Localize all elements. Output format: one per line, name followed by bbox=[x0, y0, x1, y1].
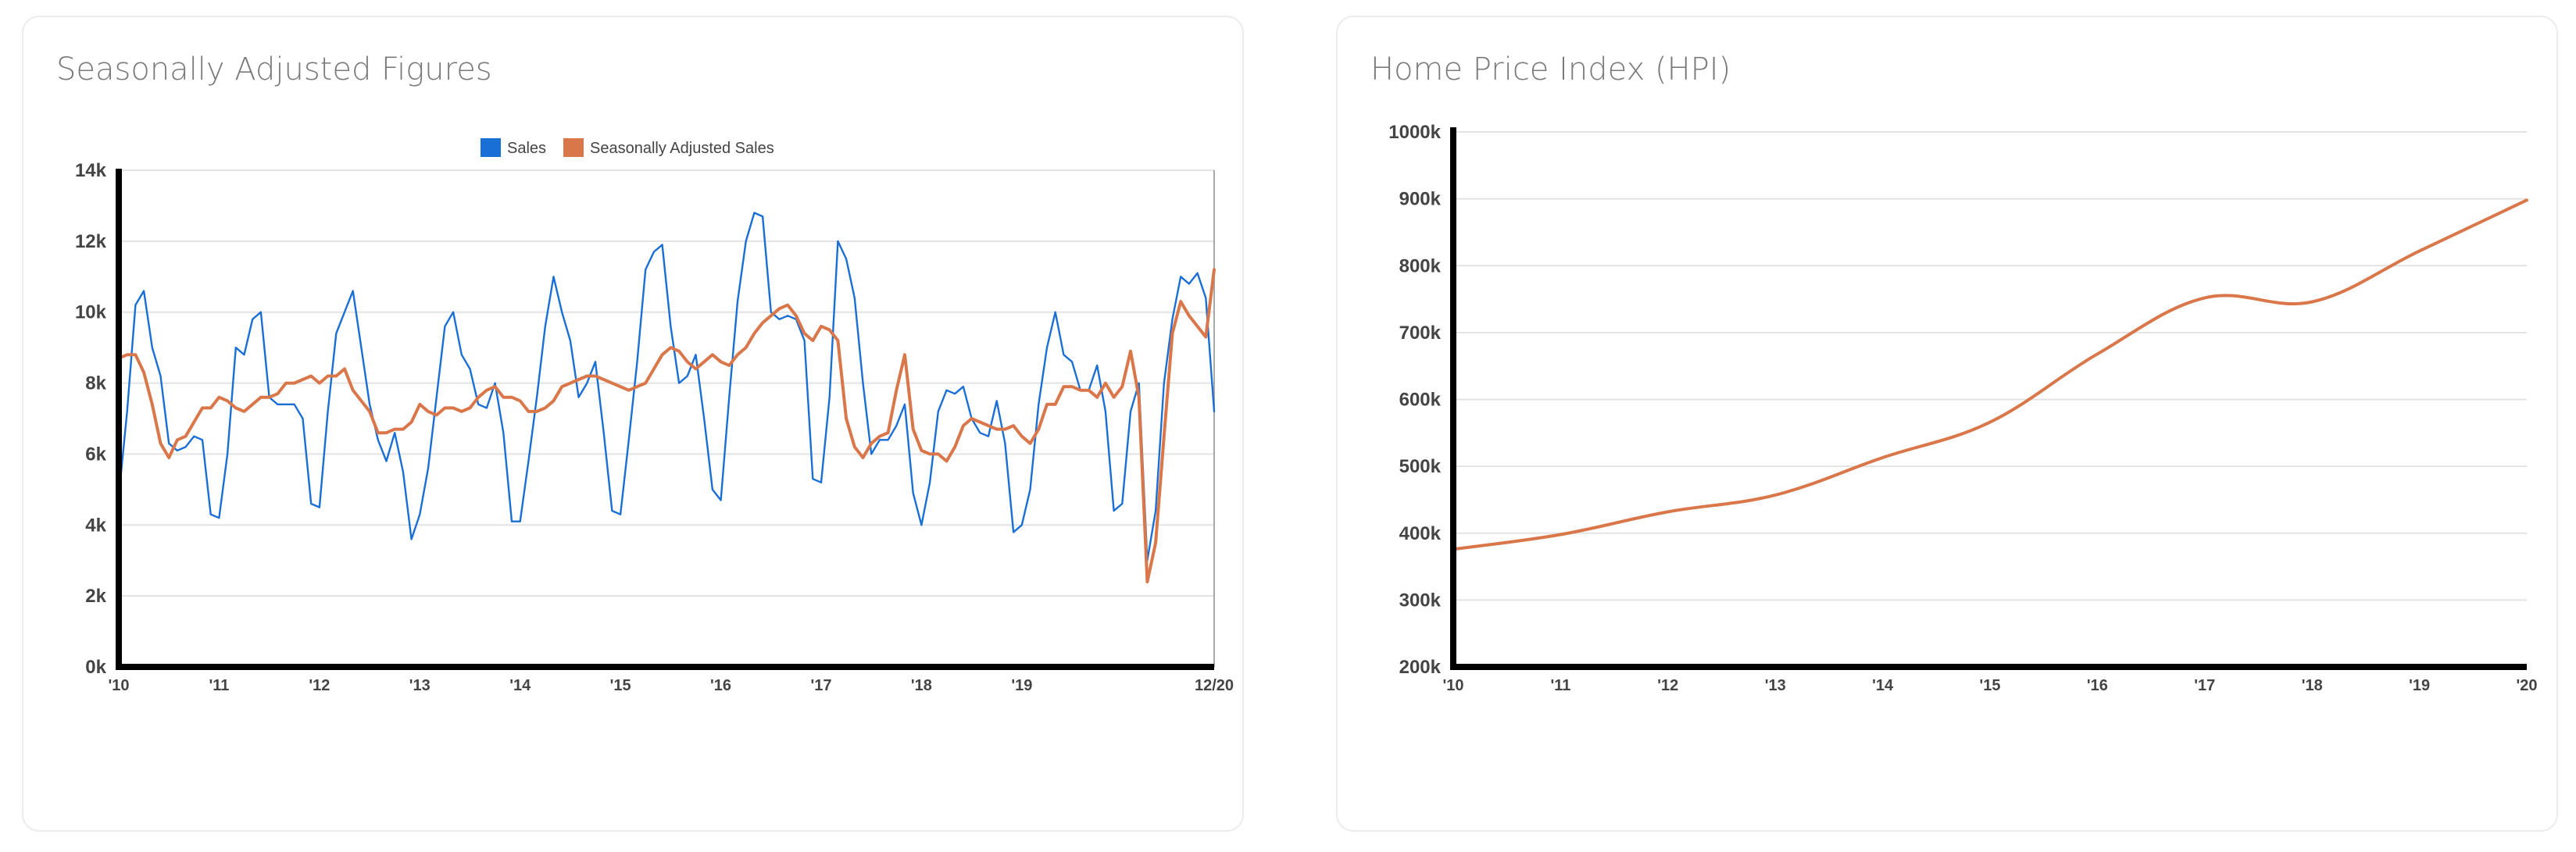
hpi-y-tick-label: 500k bbox=[1399, 456, 1442, 477]
sales-y-tick-label: 8k bbox=[85, 373, 106, 394]
hpi-y-tick-label: 700k bbox=[1399, 323, 1442, 344]
hpi-x-tick-label: '11 bbox=[1550, 677, 1570, 694]
hpi-y-tick-label: 600k bbox=[1399, 390, 1442, 411]
hpi-x-tick-label: '20 bbox=[2516, 677, 2537, 694]
hpi-x-axis: '10 '11 '12 '13 '14 '15 '16 '17 '18 '19 '20 bbox=[1442, 677, 2537, 694]
seasonally-adjusted-sales-series-line[interactable] bbox=[117, 268, 1216, 583]
sales-x-tick-label: '14 bbox=[509, 677, 531, 694]
legend-label-sales: Sales bbox=[507, 140, 546, 157]
sales-x-tick-label: 12/20 bbox=[1195, 677, 1234, 694]
hpi-chart-title: Home Price Index (HPI) bbox=[1370, 52, 1731, 87]
hpi-x-tick-label: '14 bbox=[1872, 677, 1894, 694]
sales-y-tick-label: 0k bbox=[85, 657, 106, 678]
hpi-y-tick-label: 900k bbox=[1399, 189, 1442, 210]
hpi-x-tick-label: '13 bbox=[1765, 677, 1786, 694]
sales-legend[interactable]: Sales Seasonally Adjusted Sales bbox=[481, 138, 774, 157]
sales-x-tick-label: '18 bbox=[911, 677, 932, 694]
hpi-y-tick-label: 300k bbox=[1399, 590, 1442, 611]
sales-x-tick-label: '13 bbox=[409, 677, 431, 694]
sales-x-tick-label: '17 bbox=[810, 677, 831, 694]
sales-y-tick-label: 12k bbox=[75, 231, 107, 252]
sales-series-line[interactable] bbox=[117, 212, 1216, 561]
hpi-x-tick-label: '17 bbox=[2194, 677, 2215, 694]
sales-chart-title: Seasonally Adjusted Figures bbox=[56, 52, 492, 87]
sales-y-tick-label: 4k bbox=[85, 515, 106, 536]
sales-gridlines bbox=[119, 169, 1214, 668]
hpi-x-tick-label: '18 bbox=[2302, 677, 2323, 694]
legend-swatch-sales bbox=[481, 138, 501, 157]
sales-x-tick-label: '10 bbox=[108, 677, 129, 694]
sales-y-tick-label: 10k bbox=[75, 302, 107, 323]
hpi-x-tick-label: '15 bbox=[1979, 677, 2000, 694]
hpi-gridlines bbox=[1453, 131, 2527, 668]
hpi-x-tick-label: '12 bbox=[1657, 677, 1678, 694]
hpi-x-tick-label: '19 bbox=[2409, 677, 2430, 694]
sales-x-tick-label: '11 bbox=[209, 677, 229, 694]
hpi-x-tick-label: '10 bbox=[1442, 677, 1463, 694]
hpi-y-tick-label: 1000k bbox=[1388, 122, 1441, 143]
sales-y-tick-label: 14k bbox=[75, 160, 107, 181]
sales-chart-card: Seasonally Adjusted Figures Sales Season… bbox=[22, 16, 1244, 832]
sales-x-tick-label: '16 bbox=[710, 677, 731, 694]
sales-y-tick-label: 2k bbox=[85, 586, 106, 607]
hpi-chart-card: Home Price Index (HPI) 200k 300k 400k 500k 6… bbox=[1336, 16, 2558, 832]
hpi-y-tick-label: 200k bbox=[1399, 657, 1442, 678]
legend-label-seasonally-adjusted-sales: Seasonally Adjusted Sales bbox=[590, 140, 774, 157]
hpi-chart: 200k 300k 400k 500k 600k 700k 800k 900k 1000k '10… bbox=[1388, 122, 2537, 694]
hpi-y-tick-label: 400k bbox=[1399, 523, 1442, 544]
sales-x-axis: '10 '11 '12 '13 '14 '15 '16 '17 '18 '19 12/20 bbox=[108, 677, 1234, 694]
hpi-series-line[interactable] bbox=[1452, 198, 2528, 551]
hpi-y-axis: 200k 300k 400k 500k 600k 700k 800k 900k 1000k bbox=[1388, 122, 1441, 678]
sales-x-tick-label: '12 bbox=[309, 677, 330, 694]
sales-x-tick-label: '19 bbox=[1011, 677, 1032, 694]
hpi-x-tick-label: '16 bbox=[2087, 677, 2108, 694]
sales-y-axis: 0k 2k 4k 6k 8k 10k 12k 14k bbox=[75, 160, 107, 678]
legend-swatch-seasonally-adjusted-sales bbox=[563, 138, 584, 157]
sales-x-tick-label: '15 bbox=[610, 677, 631, 694]
hpi-y-tick-label: 800k bbox=[1399, 255, 1442, 276]
sales-chart: Sales Seasonally Adjusted Sales 0k 2k 4k 6k… bbox=[75, 138, 1234, 694]
sales-y-tick-label: 6k bbox=[85, 444, 106, 465]
